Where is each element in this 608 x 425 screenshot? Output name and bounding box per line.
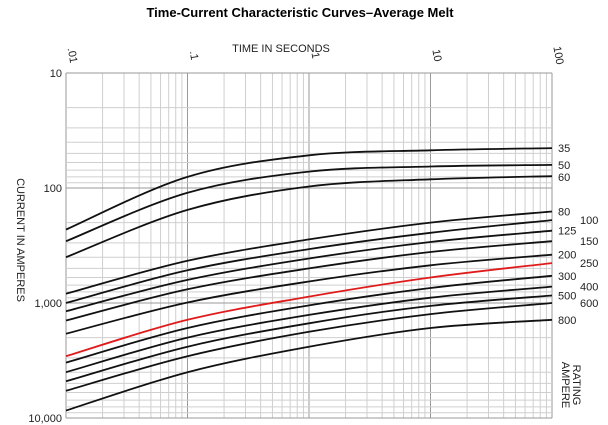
curve-400: [65, 285, 553, 374]
x-tick-label: .1: [187, 50, 200, 61]
rating-label-80: 80: [558, 206, 570, 218]
rating-label-60: 60: [558, 172, 570, 184]
x-tick-label: .01: [65, 47, 79, 64]
rating-label-100: 100: [580, 215, 598, 227]
y-tick-labels: 10 100 1,000 10,000: [28, 68, 62, 425]
rating-label-400: 400: [580, 282, 598, 294]
curve-800: [65, 318, 553, 412]
y-tick-label: 100: [44, 183, 62, 195]
x-tick-label: 100: [550, 45, 565, 65]
x-tick-labels: .01 .1 1 10 100: [65, 45, 566, 65]
y-tick-label: 10: [50, 68, 62, 80]
curve-125: [65, 229, 553, 313]
curve-500: [65, 294, 553, 383]
curve-35: [65, 147, 553, 231]
rating-label-50: 50: [558, 160, 570, 172]
x-axis-label: TIME IN SECONDS: [232, 43, 330, 55]
rating-label-125: 125: [558, 226, 576, 238]
rating-label-500: 500: [558, 290, 576, 302]
y-tick-label: 1,000: [34, 298, 62, 310]
legend-title-word: AMPERE: [559, 362, 571, 408]
curve-250: [65, 262, 553, 358]
rating-label-150: 150: [580, 236, 598, 248]
curves: [65, 147, 553, 412]
x-tick-label: 1: [309, 51, 322, 59]
rating-label-600: 600: [580, 298, 598, 310]
rating-label-300: 300: [558, 271, 576, 283]
curve-60: [65, 175, 553, 259]
ampere-rating-title: AMPERE RATING: [559, 362, 582, 408]
y-tick-label: 10,000: [28, 413, 62, 425]
curve-80: [65, 210, 553, 295]
rating-label-250: 250: [580, 258, 598, 270]
curve-300: [65, 274, 553, 364]
curve-100: [65, 219, 553, 304]
y-axis-label: CURRENT IN AMPERES: [14, 178, 26, 302]
x-tick-label: 10: [429, 48, 443, 62]
legend-title-word: RATING: [570, 365, 582, 406]
curve-600: [65, 302, 553, 392]
rating-label-35: 35: [558, 143, 570, 155]
curve-50: [65, 164, 553, 243]
chart-title: Time-Current Characteristic Curves–Avera…: [146, 5, 454, 20]
rating-label-200: 200: [558, 250, 576, 262]
rating-label-800: 800: [558, 315, 576, 327]
curve-150: [65, 240, 553, 322]
grid: [65, 72, 553, 419]
curve-200: [65, 253, 553, 335]
